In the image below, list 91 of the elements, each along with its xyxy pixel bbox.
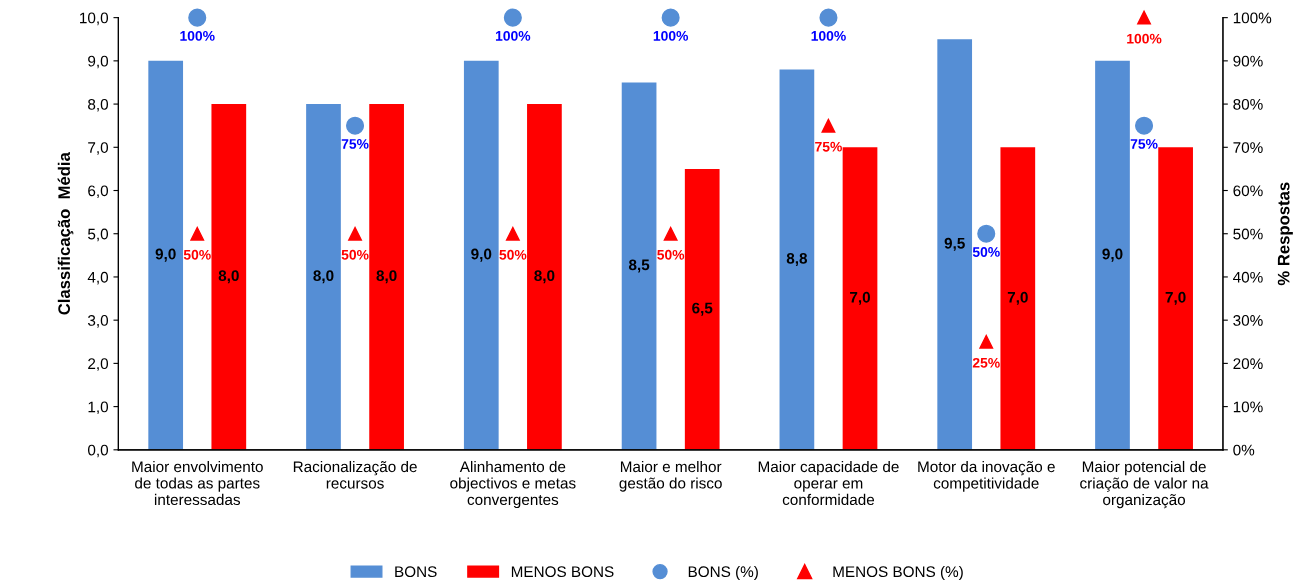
point [346,116,365,135]
y-tick-label: 10,0 [80,12,109,26]
y-tick-label: 0,0 [87,444,109,458]
bar [1000,147,1036,450]
data-label: 75% [1130,139,1158,149]
point [190,226,205,241]
legend-label: MENOS BONS (%) [833,565,963,581]
y-tick-label: 4,0 [87,271,109,285]
bar [937,39,973,450]
bar [842,147,878,450]
data-label: 8,0 [313,270,334,284]
y-tick-label: 3,0 [87,315,109,328]
x-tick-label: Maior capacidade de operar em conformidade [758,460,899,506]
point [1137,10,1151,25]
y2-tick-label: 70% [1233,142,1263,153]
data-label: 100% [1127,33,1162,44]
data-label: 25% [972,357,1000,368]
point [661,8,680,27]
y-tick-label: 6,0 [88,185,109,198]
data-label: 8,0 [534,270,555,284]
legend-label: BONS (%) [688,565,758,581]
data-label: 50% [657,249,685,260]
point [977,224,996,243]
point [503,8,522,27]
point [1135,116,1154,135]
bar [684,168,720,450]
data-label: 8,0 [376,270,397,284]
y-tick-label: 1,0 [88,401,109,415]
bar [148,60,184,450]
y2-tick-label: 100% [1233,12,1272,24]
data-label: 100% [180,30,215,41]
point [819,8,838,27]
y-tick-label: 5,0 [88,228,109,242]
bar [369,104,404,450]
x-tick-label: Alinhamento de objectivos e metas convergentes [450,460,576,509]
y2-tick-label: 60% [1233,185,1263,197]
data-label: 50% [499,249,527,260]
y2-tick-label: 20% [1233,358,1263,370]
y2-tick-label: 10% [1233,401,1263,413]
y2-tick-label: 50% [1233,228,1263,240]
y2-tick-label: 30% [1233,315,1263,326]
data-label: 9,5 [944,237,965,251]
data-label: 100% [495,30,531,41]
point [663,226,678,241]
bar [527,104,562,450]
point [505,226,520,241]
data-label: 75% [815,141,842,152]
data-label: 9,0 [471,248,492,262]
legend-label: MENOS BONS [511,566,614,578]
y2-tick-label: 40% [1233,271,1263,283]
data-label: 8,8 [786,252,808,266]
data-label: 7,0 [850,291,870,305]
data-label: 100% [653,30,689,41]
bar [1095,60,1130,450]
bar [621,82,657,450]
x-tick-label: Maior potencial de criação de valor na organização [1080,460,1209,509]
bar [779,69,815,450]
data-label: 50% [972,247,1000,257]
y-axis-title: Classificação Média [57,152,74,315]
y-tick-label: 2,0 [88,358,109,371]
x-tick-label: Motor da inovação e competitividade [918,460,1055,492]
y-tick-label: 9,0 [88,55,109,69]
bar [463,60,499,450]
data-label: 7,0 [1007,291,1028,305]
y-tick-label: 8,0 [88,98,109,112]
y2-tick-label: 90% [1233,55,1263,67]
y2-tick-label: 0% [1233,444,1255,456]
point [188,8,207,27]
bar [306,104,341,450]
y-tick-label: 7,0 [88,142,109,155]
point [348,226,362,241]
x-tick-label: Maior e melhor gestão do risco [619,460,722,492]
data-label: 8,5 [628,259,650,273]
y2-axis-title: % Respostas [1277,182,1293,286]
bar [211,104,247,450]
y2-tick-label: 80% [1233,98,1263,110]
data-label: 75% [341,139,369,149]
x-tick-label: Racionalização de recursos [293,460,417,489]
bar [1158,147,1193,450]
data-label: 50% [183,249,211,260]
data-label: 9,0 [1102,248,1123,262]
data-label: 6,5 [692,302,713,316]
data-label: 100% [811,30,846,41]
point [821,118,836,133]
data-label: 9,0 [155,248,176,262]
point [979,334,994,349]
data-label: 7,0 [1165,291,1186,305]
x-tick-label: Maior envolvimento de todas as partes interessadas [132,460,263,506]
data-label: 8,0 [218,270,239,284]
legend-label: BONS [395,566,437,578]
data-label: 50% [341,249,369,260]
